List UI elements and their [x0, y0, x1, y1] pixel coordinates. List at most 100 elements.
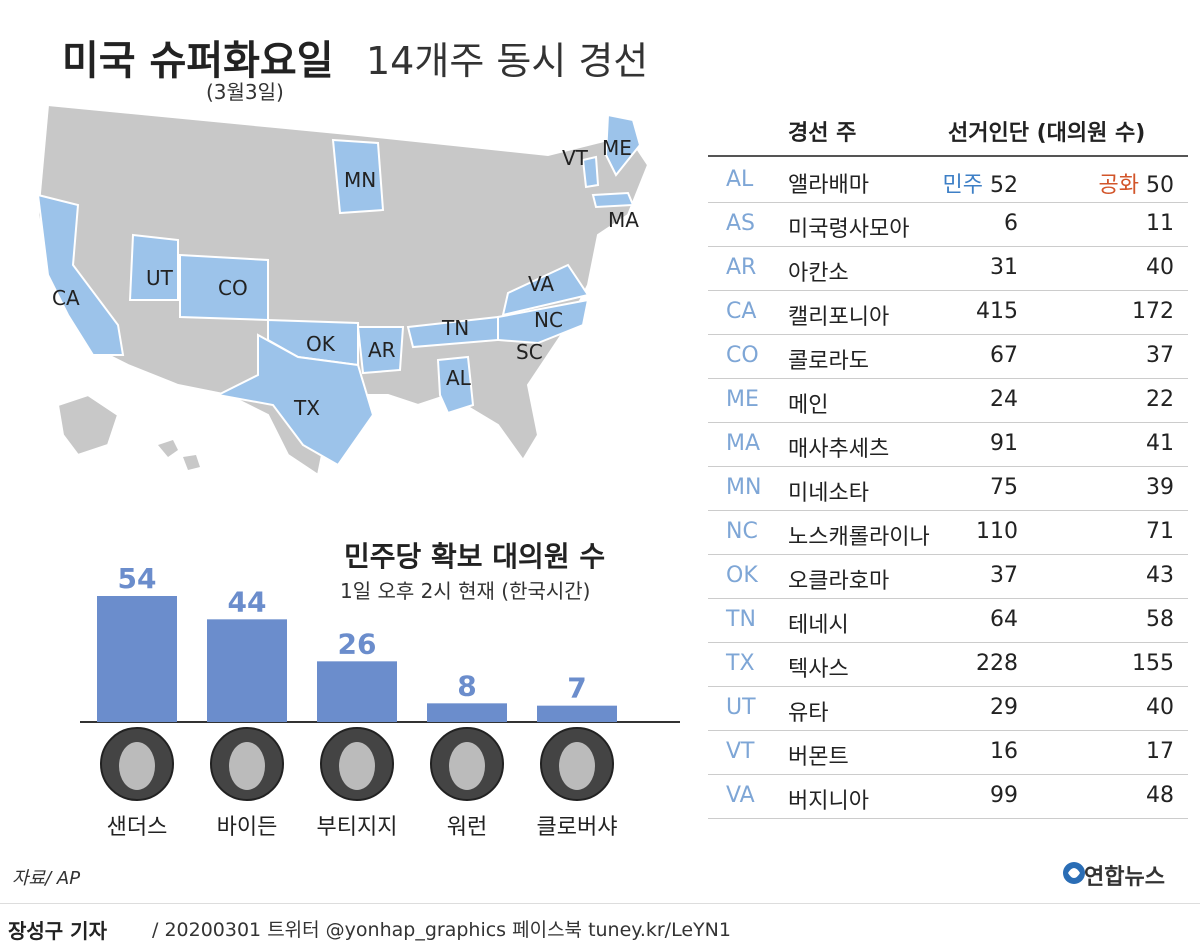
row-divider: [708, 818, 1188, 819]
rep-delegates: 11: [1146, 211, 1174, 236]
rep-value: 40: [1146, 695, 1174, 720]
state-abbr: AS: [726, 211, 756, 236]
dem-value: 24: [990, 387, 1018, 412]
table-row: VT 버몬트 16 17: [708, 731, 1188, 775]
map-label-nc: NC: [534, 308, 563, 332]
row-divider: [708, 554, 1188, 555]
dem-value: 16: [990, 739, 1018, 764]
footer-author: 장성구 기자: [8, 919, 107, 943]
map-label-mn: MN: [344, 168, 376, 192]
logo-icon: [1063, 862, 1085, 884]
dem-value: 29: [990, 695, 1018, 720]
dem-value: 228: [976, 651, 1018, 676]
state-mn: [331, 138, 385, 215]
rep-value: 17: [1146, 739, 1174, 764]
table-row: AR 아칸소 31 40: [708, 247, 1188, 291]
table-row: NC 노스캐롤라이나 110 71: [708, 511, 1188, 555]
bar-value-label: 44: [228, 585, 267, 618]
map-label-co: CO: [218, 276, 248, 300]
chart-subtitle: 1일 오후 2시 현재 (한국시간): [340, 579, 591, 603]
state-name: 메인: [788, 393, 829, 418]
dem-value: 110: [976, 519, 1018, 544]
bar-value-label: 7: [567, 672, 586, 705]
table-row: AL 앨라배마 민주 52 공화 50: [708, 159, 1188, 203]
dem-party-label: 민주: [942, 173, 983, 198]
rep-value: 37: [1146, 343, 1174, 368]
map-label-va: VA: [528, 272, 554, 296]
chart-title: 민주당 확보 대의원 수: [344, 540, 606, 573]
state-name: 콜로라도: [788, 349, 869, 374]
rep-delegates: 22: [1146, 387, 1174, 412]
state-ma: [591, 191, 635, 209]
rep-value: 71: [1146, 519, 1174, 544]
rep-value: 22: [1146, 387, 1174, 412]
state-abbr: MN: [726, 475, 762, 500]
row-divider: [708, 598, 1188, 599]
rep-party-label: 공화: [1098, 173, 1139, 198]
map-label-al: AL: [446, 366, 472, 390]
state-tx: [214, 333, 375, 467]
state-abbr: CO: [726, 343, 759, 368]
state-name: 노스캐롤라이나: [788, 525, 930, 550]
row-divider: [708, 378, 1188, 379]
state-abbr: VA: [726, 783, 755, 808]
state-abbr: ME: [726, 387, 759, 412]
candidate-name-label: 부티지지: [317, 815, 398, 840]
bar-value-label: 26: [338, 627, 377, 660]
rep-delegates: 155: [1132, 651, 1174, 676]
candidate-face: [559, 742, 595, 790]
rep-delegates: 172: [1132, 299, 1174, 324]
dem-delegates: 99: [990, 783, 1018, 808]
dem-delegates: 29: [990, 695, 1018, 720]
state-va: [501, 263, 590, 317]
table-row: TN 테네시 64 58: [708, 599, 1188, 643]
rep-delegates: 17: [1146, 739, 1174, 764]
state-name: 매사추세츠: [788, 437, 890, 462]
bar-1: [97, 596, 177, 722]
dem-delegates: 24: [990, 387, 1018, 412]
dem-delegates: 37: [990, 563, 1018, 588]
dem-delegates: 6: [1004, 211, 1018, 236]
state-name: 아칸소: [788, 261, 849, 286]
rep-delegates: 37: [1146, 343, 1174, 368]
table-row: CO 콜로라도 67 37: [708, 335, 1188, 379]
dem-value: 99: [990, 783, 1018, 808]
dem-value: 6: [1004, 211, 1018, 236]
bar-5: [537, 705, 617, 722]
footer-credits: / 20200301 트위터 @yonhap_graphics 페이스북 tun…: [152, 919, 731, 941]
row-divider: [708, 466, 1188, 467]
dem-value: 75: [990, 475, 1018, 500]
dem-delegates: 16: [990, 739, 1018, 764]
rep-delegates: 40: [1146, 695, 1174, 720]
row-divider: [708, 246, 1188, 247]
candidate-face: [339, 742, 375, 790]
state-abbr: UT: [726, 695, 756, 720]
bar-chart: 54 샌더스 44 바이든 26 부티지지 8 워런 7 클로버샤: [80, 562, 680, 840]
state-abbr: MA: [726, 431, 761, 456]
map-label-tx: TX: [293, 396, 320, 420]
dem-value: 52: [990, 173, 1018, 198]
candidate-name-label: 바이든: [217, 815, 278, 840]
state-abbr: TX: [726, 651, 755, 676]
rep-value: 50: [1146, 173, 1174, 198]
state-vt: [581, 155, 600, 189]
page-title: 미국 슈퍼화요일: [62, 38, 334, 84]
candidate-face: [229, 742, 265, 790]
table-row: CA 캘리포니아 415 172: [708, 291, 1188, 335]
row-divider: [708, 774, 1188, 775]
state-name: 미네소타: [788, 481, 869, 506]
table-row: TX 텍사스 228 155: [708, 643, 1188, 687]
state-name: 버몬트: [788, 745, 849, 770]
dem-delegates: 91: [990, 431, 1018, 456]
row-divider: [708, 730, 1188, 731]
map-label-ca: CA: [52, 286, 80, 310]
table-row: ME 메인 24 22: [708, 379, 1188, 423]
table-row: OK 오클라호마 37 43: [708, 555, 1188, 599]
table-row: AS 미국령사모아 6 11: [708, 203, 1188, 247]
rep-value: 39: [1146, 475, 1174, 500]
map-label-ar: AR: [368, 338, 396, 362]
rep-value: 172: [1132, 299, 1174, 324]
state-abbr: CA: [726, 299, 757, 324]
map-label-sc: SC: [516, 340, 543, 364]
bar-2: [207, 619, 287, 722]
